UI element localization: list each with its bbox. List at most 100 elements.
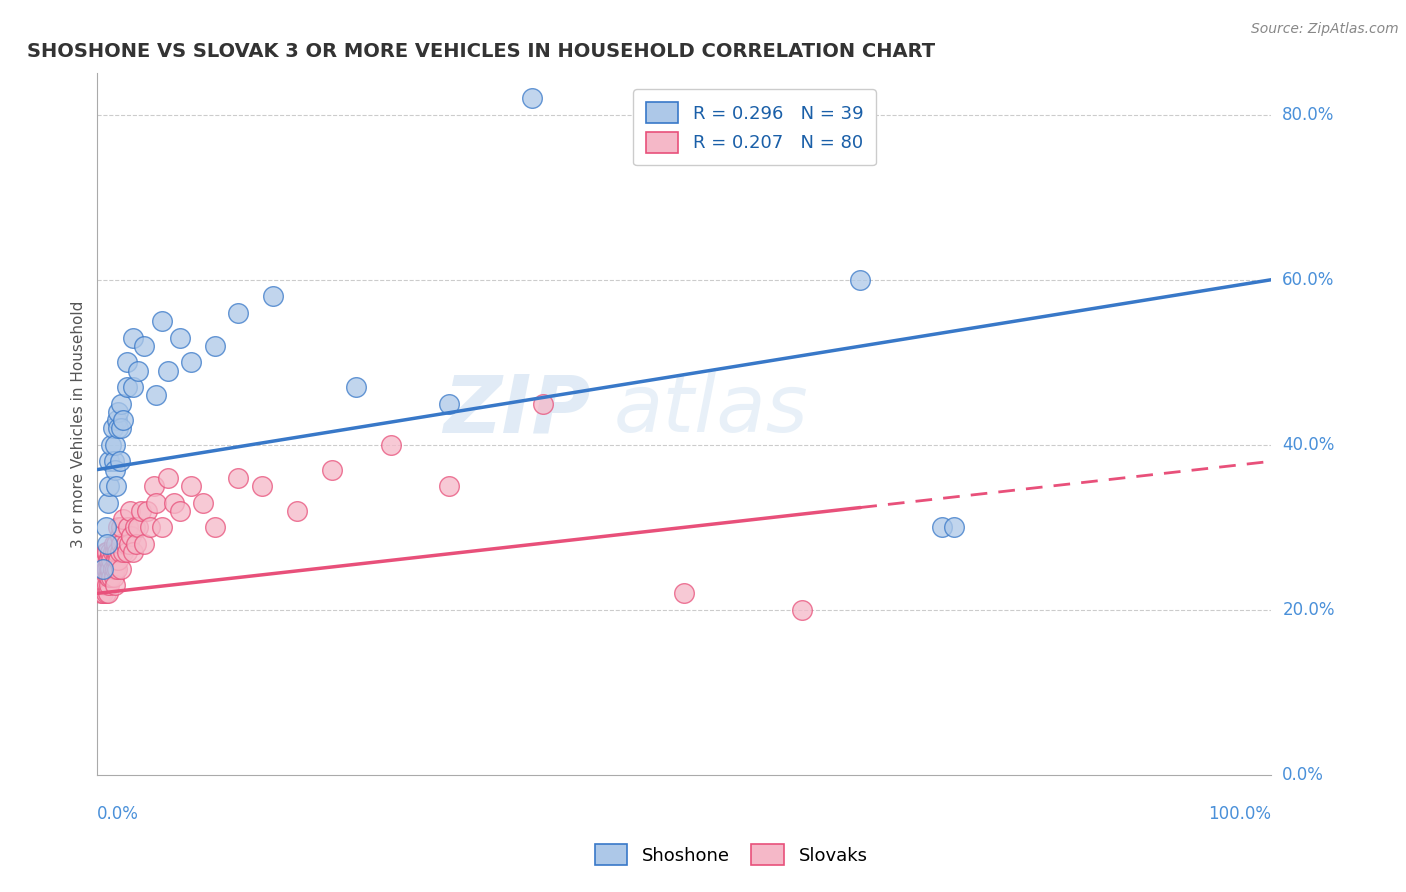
Point <box>100 438 122 452</box>
Point <box>118 537 141 551</box>
Point <box>105 479 128 493</box>
Point <box>94 520 117 534</box>
Point <box>439 396 461 410</box>
Point <box>156 471 179 485</box>
Point <box>112 512 135 526</box>
Point <box>163 495 186 509</box>
Point <box>91 586 114 600</box>
Point <box>134 339 156 353</box>
Point <box>121 545 143 559</box>
Point <box>97 586 120 600</box>
Point <box>93 578 115 592</box>
Point <box>94 545 117 559</box>
Point <box>104 545 127 559</box>
Text: Source: ZipAtlas.com: Source: ZipAtlas.com <box>1251 22 1399 37</box>
Point <box>98 561 121 575</box>
Point <box>226 306 249 320</box>
Point <box>107 520 129 534</box>
Text: 20.0%: 20.0% <box>1282 601 1334 619</box>
Point <box>107 421 129 435</box>
Point <box>91 561 114 575</box>
Point <box>94 561 117 575</box>
Point <box>96 578 118 592</box>
Point <box>790 603 813 617</box>
Point <box>129 504 152 518</box>
Point <box>150 520 173 534</box>
Point <box>110 396 132 410</box>
Point <box>145 495 167 509</box>
Point <box>124 520 146 534</box>
Point <box>93 553 115 567</box>
Point <box>112 413 135 427</box>
Point <box>114 537 136 551</box>
Point <box>108 454 131 468</box>
Text: 0.0%: 0.0% <box>97 805 139 823</box>
Point <box>135 504 157 518</box>
Text: 60.0%: 60.0% <box>1282 271 1334 289</box>
Text: ZIP: ZIP <box>443 371 591 450</box>
Point <box>931 520 953 534</box>
Point <box>380 438 402 452</box>
Y-axis label: 3 or more Vehicles in Household: 3 or more Vehicles in Household <box>72 301 86 548</box>
Point <box>91 578 114 592</box>
Point <box>104 438 127 452</box>
Point <box>156 363 179 377</box>
Point <box>101 545 124 559</box>
Point <box>127 363 149 377</box>
Point <box>110 520 132 534</box>
Point <box>98 479 121 493</box>
Point <box>97 495 120 509</box>
Point <box>169 504 191 518</box>
Point <box>139 520 162 534</box>
Point <box>101 561 124 575</box>
Point <box>108 545 131 559</box>
Point <box>96 561 118 575</box>
Point <box>142 479 165 493</box>
Point <box>169 330 191 344</box>
Point <box>104 561 127 575</box>
Text: atlas: atlas <box>614 371 808 450</box>
Point <box>96 537 118 551</box>
Point <box>103 537 125 551</box>
Point <box>673 586 696 600</box>
Text: SHOSHONE VS SLOVAK 3 OR MORE VEHICLES IN HOUSEHOLD CORRELATION CHART: SHOSHONE VS SLOVAK 3 OR MORE VEHICLES IN… <box>27 42 935 61</box>
Point <box>91 553 114 567</box>
Point <box>520 91 543 105</box>
Text: 80.0%: 80.0% <box>1282 105 1334 124</box>
Point <box>101 421 124 435</box>
Point <box>108 528 131 542</box>
Point <box>120 504 142 518</box>
Point <box>115 380 138 394</box>
Point <box>105 561 128 575</box>
Point <box>94 586 117 600</box>
Point <box>104 578 127 592</box>
Point <box>344 380 367 394</box>
Point <box>97 553 120 567</box>
Legend: Shoshone, Slovaks: Shoshone, Slovaks <box>586 835 876 874</box>
Point <box>91 570 114 584</box>
Point <box>98 454 121 468</box>
Point <box>103 454 125 468</box>
Text: 40.0%: 40.0% <box>1282 436 1334 454</box>
Point <box>105 545 128 559</box>
Point <box>180 355 202 369</box>
Point <box>107 405 129 419</box>
Point <box>115 355 138 369</box>
Point <box>121 330 143 344</box>
Point <box>121 380 143 394</box>
Point <box>943 520 966 534</box>
Point <box>100 553 122 567</box>
Point <box>531 396 554 410</box>
Point <box>104 462 127 476</box>
Point <box>98 553 121 567</box>
Point <box>107 553 129 567</box>
Point <box>204 339 226 353</box>
Point <box>204 520 226 534</box>
Point <box>127 520 149 534</box>
Point <box>98 561 121 575</box>
Text: 0.0%: 0.0% <box>1282 766 1324 784</box>
Point <box>180 479 202 493</box>
Point <box>226 471 249 485</box>
Point <box>439 479 461 493</box>
Point <box>93 570 115 584</box>
